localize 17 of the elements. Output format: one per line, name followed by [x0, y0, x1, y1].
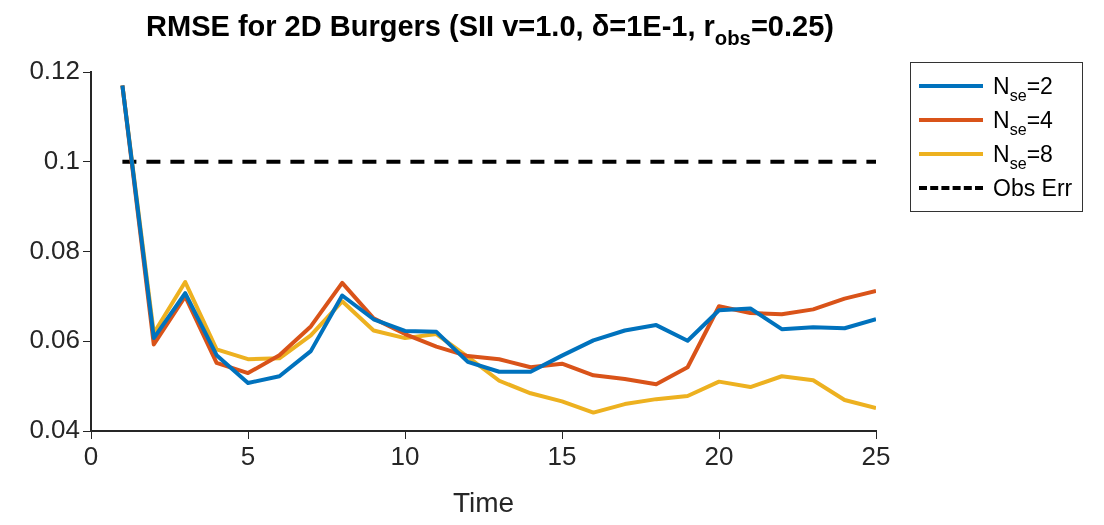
- legend-label: N$_{se}$=2: [993, 72, 1053, 104]
- legend-label: N$_{se}$=8: [993, 140, 1053, 172]
- x-tick-label: 25: [861, 440, 891, 471]
- x-tick-label: 15: [547, 440, 577, 471]
- x-tick-label: 5: [240, 440, 256, 471]
- y-tick-label: 0.08: [29, 234, 80, 265]
- x-tick-label: 20: [704, 440, 734, 471]
- legend-label: N$_{se}$=4: [993, 106, 1053, 138]
- x-tick-label: 0: [83, 440, 99, 471]
- y-tick-label: 0.04: [29, 414, 80, 445]
- x-tick-label: 10: [390, 440, 420, 471]
- y-tick-label: 0.1: [43, 144, 80, 175]
- legend-label: Obs Err: [993, 174, 1073, 202]
- y-tick-label: 0.06: [29, 324, 80, 355]
- chart-title: RMSE for 2D Burgers (SII v=1.0, δ=1E-1, r$_{obs}$=0.25): [145, 10, 835, 50]
- x-axis-title: Time: [452, 486, 515, 518]
- y-tick-label: 0.12: [29, 55, 80, 86]
